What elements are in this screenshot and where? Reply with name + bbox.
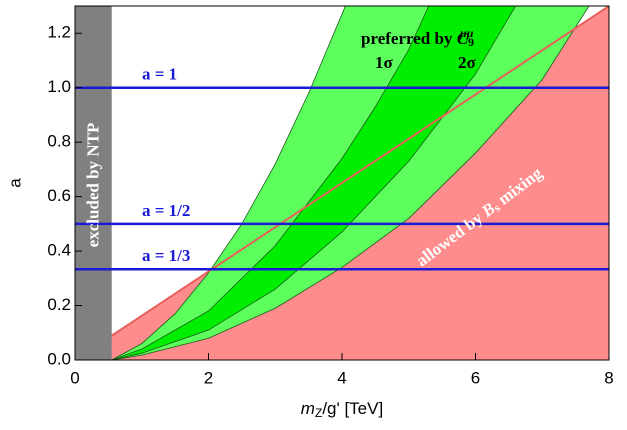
plot-area: [75, 6, 609, 360]
excluded-region: [75, 6, 112, 360]
preferred-label-part: μμ: [459, 26, 474, 40]
y-tick-label: 1.2: [47, 23, 71, 42]
preferred-label-part: preferred by: [361, 29, 457, 48]
x-tick-label: 6: [471, 368, 480, 387]
preferred-label-part: 9: [468, 35, 474, 49]
y-tick-label: 1.0: [47, 77, 71, 96]
x-axis-label-part: m: [301, 399, 315, 418]
preferred-label-part: C: [457, 29, 469, 48]
x-axis-label: mZ/g' [TeV]: [301, 399, 383, 419]
band-fill: [111, 6, 516, 360]
y-tick-label: 0.4: [47, 241, 71, 260]
y-tick-label: 0.2: [47, 295, 71, 314]
band-label: 2σ: [458, 53, 477, 72]
y-tick-label: 0.8: [47, 132, 71, 151]
a-line-label: a = 1: [142, 65, 177, 84]
y-tick-label: 0.6: [47, 186, 71, 205]
preferred-label: preferred by C9μμ: [361, 26, 474, 49]
a-line-label: a = 1/2: [142, 201, 190, 220]
x-axis-label-part: /g' [TeV]: [322, 399, 383, 418]
x-tick-label: 4: [337, 368, 346, 387]
band-label: 1σ: [375, 53, 394, 72]
band-boundary: [111, 6, 590, 360]
x-axis-label-part: Z: [315, 406, 322, 420]
y-axis-label: a: [5, 178, 24, 188]
y-tick-label: 0.0: [47, 349, 71, 368]
band-boundary: [111, 6, 430, 360]
a-line-label: a = 1/3: [142, 246, 190, 265]
x-tick-label: 0: [70, 368, 79, 387]
allowed-boundary: [75, 6, 609, 360]
x-tick-label: 8: [604, 368, 613, 387]
x-tick-label: 2: [204, 368, 213, 387]
excluded-label: excluded by NTP: [83, 123, 102, 248]
